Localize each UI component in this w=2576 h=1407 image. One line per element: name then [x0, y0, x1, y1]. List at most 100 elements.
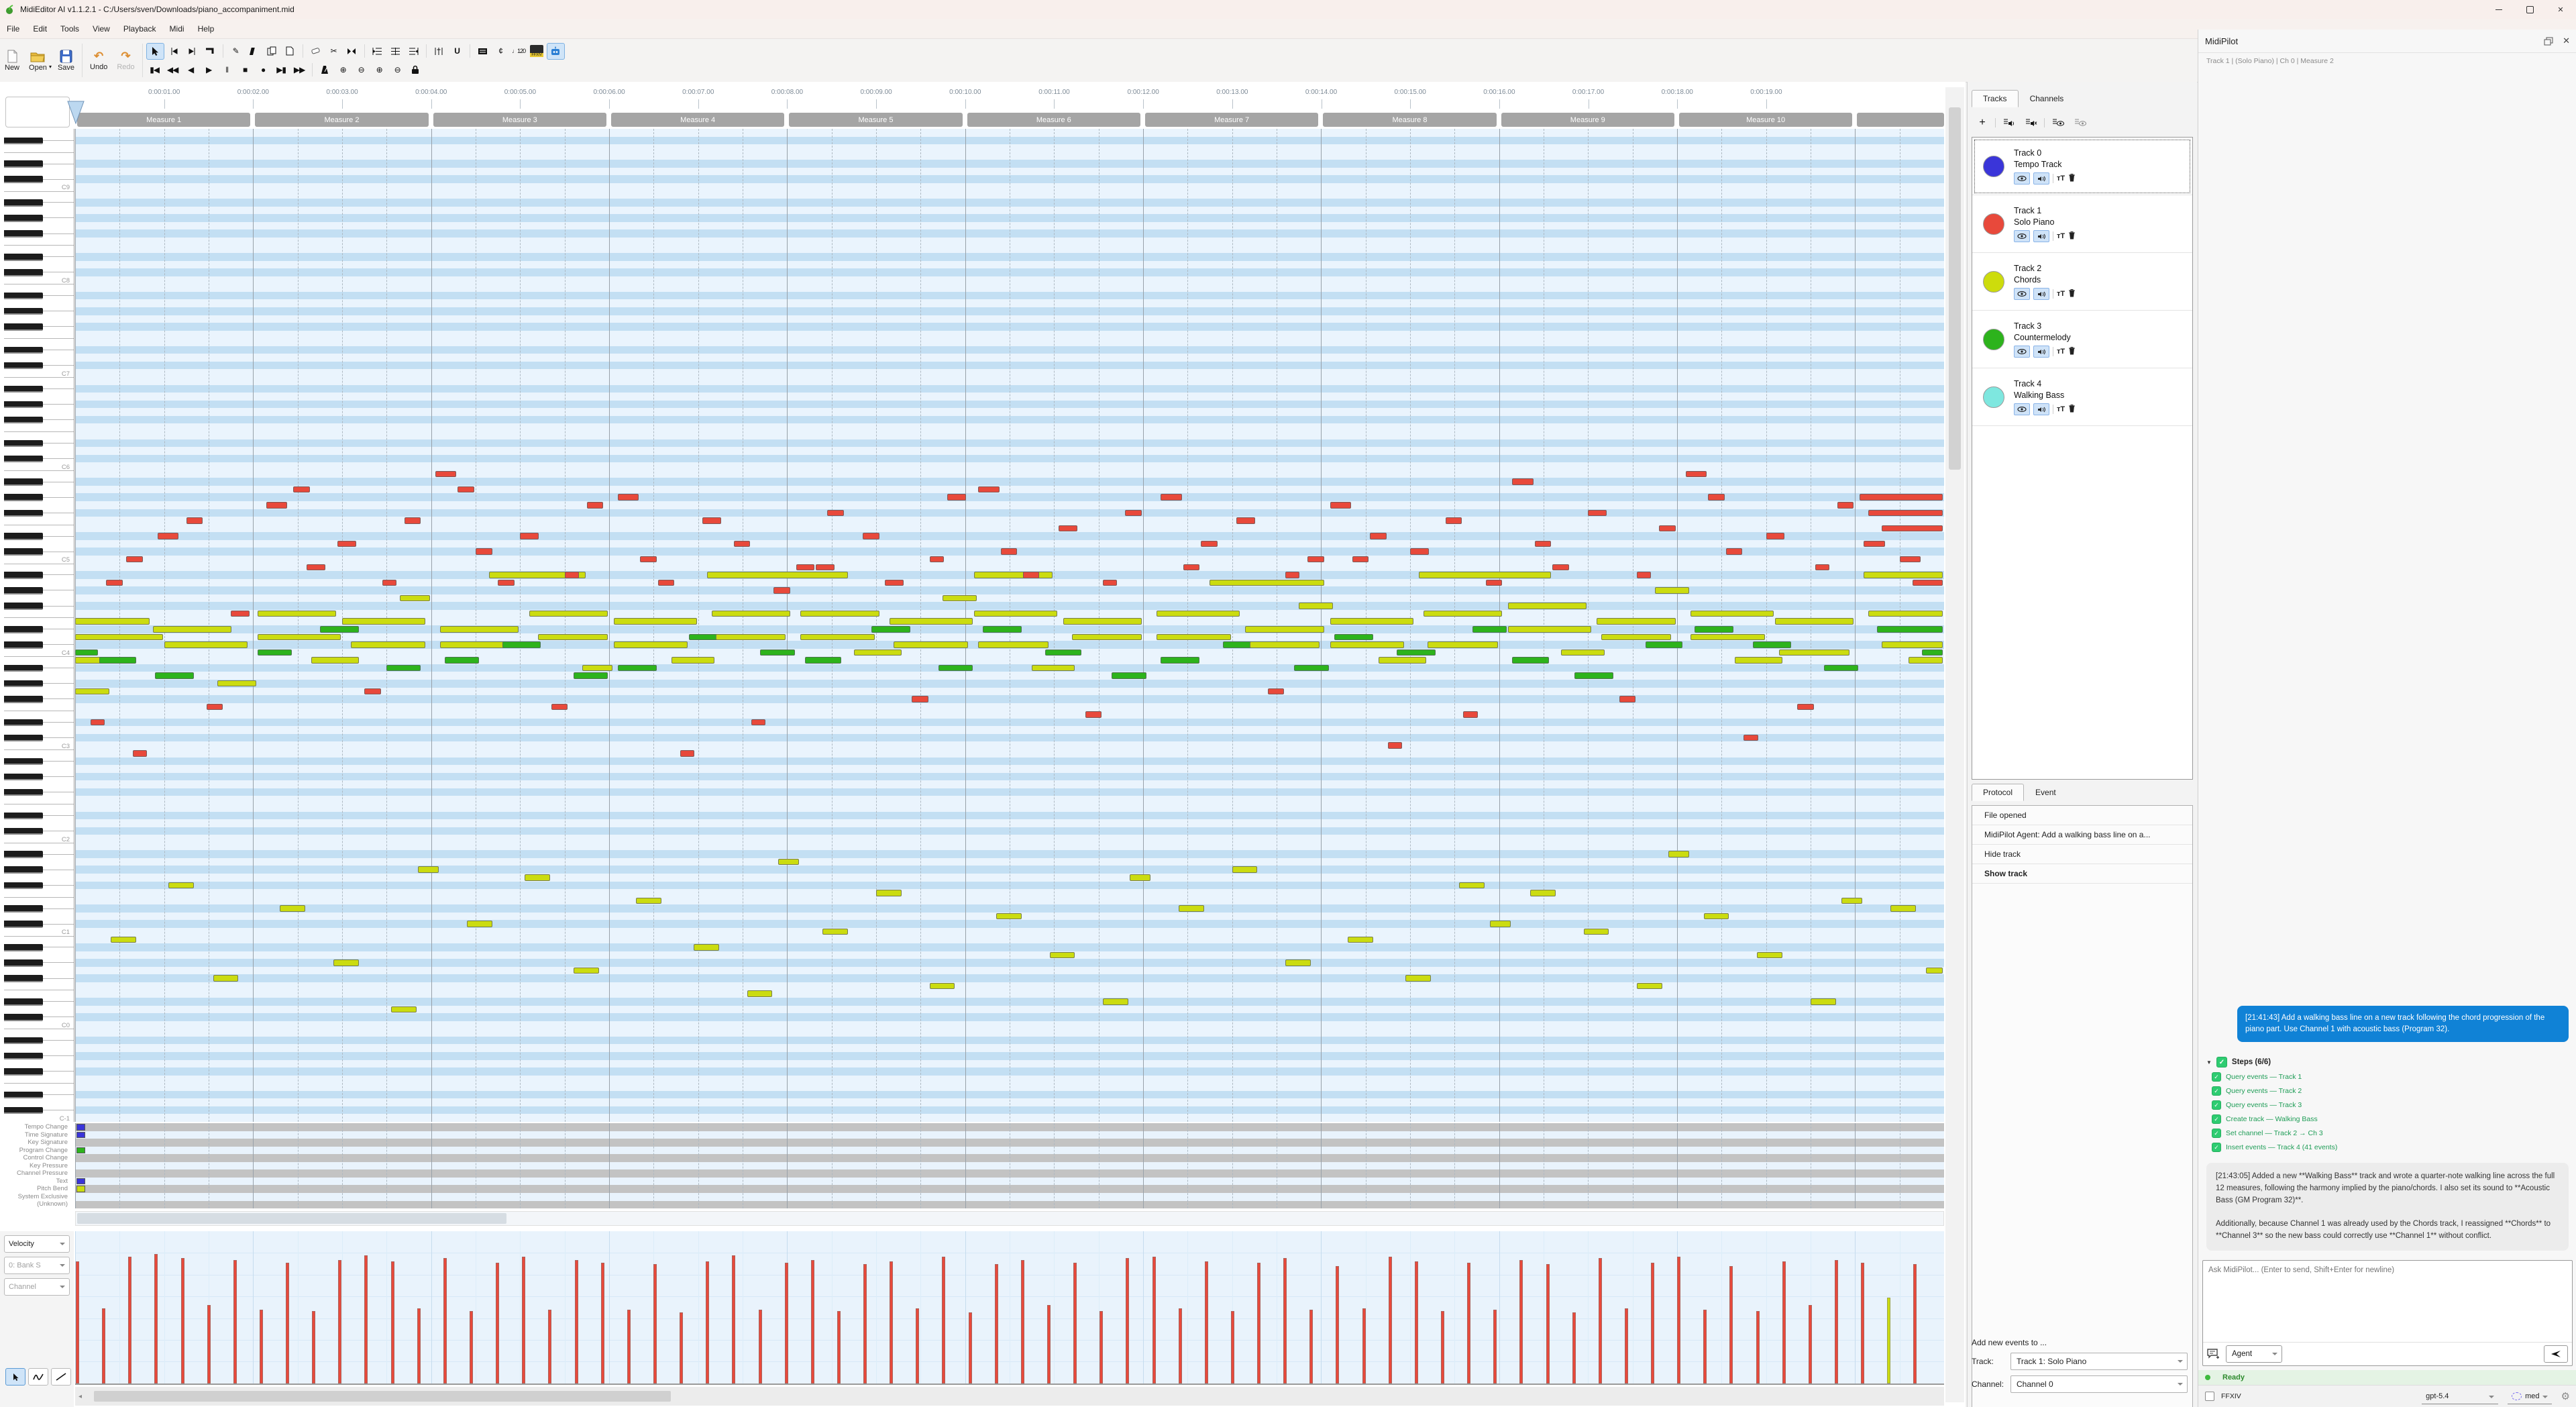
midi-note[interactable] — [337, 540, 357, 548]
midi-note[interactable] — [1659, 525, 1676, 532]
black-key[interactable] — [4, 734, 43, 742]
midi-note[interactable] — [716, 633, 786, 641]
velocity-bar[interactable] — [758, 1309, 762, 1384]
new-note-tool[interactable] — [202, 44, 219, 59]
black-key[interactable] — [4, 812, 43, 819]
velocity-bar[interactable] — [627, 1309, 631, 1384]
midi-note[interactable] — [126, 556, 143, 563]
midi-note[interactable] — [1397, 649, 1436, 656]
midi-note[interactable] — [1405, 975, 1432, 982]
midi-note[interactable] — [1810, 998, 1836, 1005]
model-select[interactable]: gpt-5.4 — [2422, 1389, 2499, 1404]
velocity-bar[interactable] — [890, 1261, 894, 1384]
black-key[interactable] — [4, 548, 43, 556]
midipilot-toggle-button[interactable] — [546, 42, 565, 60]
redo-button[interactable]: ↷ Redo — [117, 50, 135, 71]
midi-note[interactable] — [1588, 509, 1607, 517]
measure-label[interactable]: Measure 8 — [1323, 113, 1497, 127]
midi-note[interactable] — [1387, 742, 1402, 749]
quantize-left-icon[interactable] — [369, 44, 386, 59]
midi-note[interactable] — [711, 610, 790, 617]
midi-note[interactable] — [1112, 672, 1146, 679]
protocol-item[interactable]: File opened — [1972, 806, 2192, 825]
event-marker[interactable] — [76, 1124, 85, 1131]
velocity-bar[interactable] — [548, 1309, 552, 1384]
tab-protocol[interactable]: Protocol — [1972, 784, 2025, 801]
roll-horizontal-scrollbar[interactable] — [75, 1211, 1944, 1226]
midi-note[interactable] — [1485, 579, 1503, 586]
midi-note[interactable] — [875, 890, 902, 896]
select-right-tool[interactable] — [184, 44, 201, 59]
velocity-bar[interactable] — [942, 1257, 946, 1384]
midi-note[interactable] — [1637, 572, 1652, 578]
protocol-item[interactable]: MidiPilot Agent: Add a walking bass line… — [1972, 825, 2192, 845]
velocity-bar[interactable] — [470, 1311, 474, 1384]
black-key[interactable] — [4, 827, 43, 835]
midi-note[interactable] — [1156, 610, 1240, 617]
show-all-tracks-button[interactable] — [2049, 115, 2066, 131]
midi-note[interactable] — [1708, 494, 1725, 501]
black-key[interactable] — [4, 137, 43, 145]
velocity-bar[interactable] — [1388, 1257, 1392, 1384]
midi-note[interactable] — [733, 540, 751, 548]
black-key[interactable] — [4, 401, 43, 409]
midi-note[interactable] — [1743, 734, 1758, 741]
midi-note[interactable] — [1752, 641, 1792, 648]
velocity-bar[interactable] — [1808, 1305, 1812, 1384]
midi-note[interactable] — [1463, 711, 1478, 718]
velocity-bar[interactable] — [916, 1308, 920, 1384]
midi-note[interactable] — [582, 664, 612, 672]
black-key[interactable] — [4, 882, 43, 890]
midi-note[interactable] — [894, 641, 969, 648]
velocity-bar[interactable] — [1283, 1258, 1287, 1384]
midi-note[interactable] — [613, 618, 697, 625]
scrollbar-thumb[interactable] — [77, 1213, 506, 1224]
midi-note[interactable] — [1668, 851, 1689, 857]
midi-note[interactable] — [1330, 618, 1413, 625]
midi-note[interactable] — [1774, 618, 1854, 625]
midi-note[interactable] — [444, 657, 479, 664]
midi-note[interactable] — [1534, 540, 1552, 548]
black-key[interactable] — [4, 921, 43, 928]
velocity-bar[interactable] — [1598, 1258, 1602, 1384]
midi-note[interactable] — [1232, 866, 1258, 873]
protocol-item[interactable]: Hide track — [1972, 845, 2192, 864]
midi-note[interactable] — [640, 556, 657, 563]
midi-note[interactable] — [1285, 572, 1300, 578]
midi-note[interactable] — [1921, 649, 1943, 656]
black-key[interactable] — [4, 572, 43, 579]
black-key[interactable] — [4, 494, 43, 501]
midi-note[interactable] — [529, 610, 608, 617]
velocity-bar[interactable] — [128, 1257, 132, 1384]
midi-note[interactable] — [1690, 633, 1765, 641]
midi-note[interactable] — [439, 626, 519, 633]
velocity-bar[interactable] — [522, 1257, 526, 1384]
midi-note[interactable] — [1735, 657, 1783, 664]
black-key[interactable] — [4, 1068, 43, 1076]
midi-note[interactable] — [157, 533, 178, 539]
rename-track-button[interactable]: тT — [2057, 290, 2065, 299]
black-key[interactable] — [4, 773, 43, 781]
track-row[interactable]: Track 2 Chords тT — [1972, 253, 2192, 311]
menu-tools[interactable]: Tools — [60, 23, 80, 34]
velocity-bar[interactable] — [1467, 1263, 1471, 1384]
event-marker[interactable] — [76, 1131, 85, 1139]
new-chat-icon[interactable] — [2207, 1348, 2220, 1360]
midi-note[interactable] — [1815, 564, 1829, 570]
black-key[interactable] — [4, 455, 43, 463]
midi-note[interactable] — [435, 470, 457, 478]
velocity-line-tool[interactable] — [51, 1368, 71, 1386]
midi-note[interactable] — [680, 750, 695, 757]
black-key[interactable] — [4, 1106, 43, 1114]
midi-note[interactable] — [613, 641, 688, 648]
midi-note[interactable] — [164, 641, 248, 648]
velocity-bar[interactable] — [1099, 1311, 1104, 1384]
tempo-button[interactable]: ♩120 — [512, 48, 526, 54]
event-marker[interactable] — [76, 1186, 85, 1192]
black-key[interactable] — [4, 975, 43, 982]
midi-note[interactable] — [800, 633, 875, 641]
rename-track-button[interactable]: тT — [2057, 348, 2065, 356]
velocity-bar[interactable] — [1336, 1265, 1340, 1384]
midi-note[interactable] — [1130, 874, 1151, 881]
black-key[interactable] — [4, 626, 43, 633]
